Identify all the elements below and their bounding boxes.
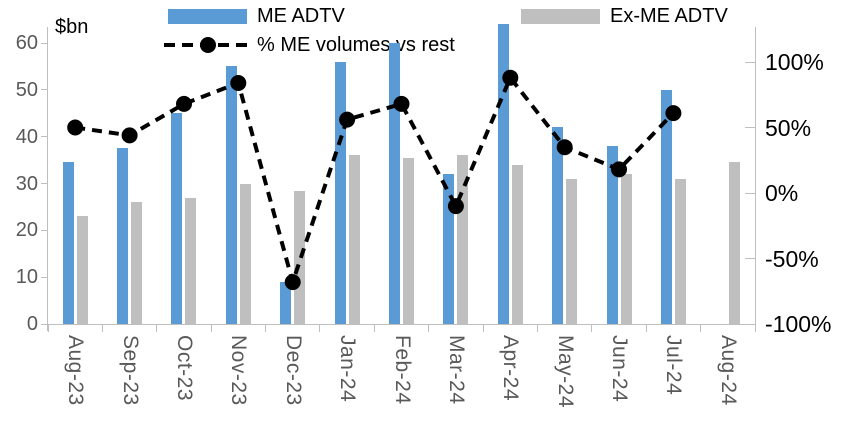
bar-me-adtv [606,146,618,324]
bar-exme-adtv [239,183,251,324]
right-axis-tick-label: -100% [765,311,832,337]
right-axis-tick [745,61,755,63]
x-axis-tick [591,324,593,332]
legend-swatch-exme-adtv [521,9,600,24]
left-axis-tick-label: 50 [15,78,38,101]
left-axis-tick-label: 20 [15,219,38,242]
left-axis-tick-label: 30 [15,172,38,195]
bar-me-adtv [389,43,400,324]
legend-label-exme-adtv: Ex-ME ADTV [610,5,728,27]
right-axis-tick-label: 50% [765,114,812,141]
x-axis-label: Mar-24 [444,335,468,405]
x-axis-label: Sep-23 [118,335,142,406]
pct-line-marker [176,95,192,112]
left-axis-tick [41,229,48,231]
x-axis-tick [536,324,538,332]
bar-me-adtv [660,89,672,324]
bar-me-adtv [117,148,129,324]
left-axis-line [47,27,48,331]
x-axis-label: Feb-24 [390,335,414,405]
legend-swatch-me-adtv [168,9,247,24]
bar-me-adtv [62,162,74,324]
x-axis-label: Jul-24 [662,335,686,396]
x-axis-line [47,324,756,325]
pct-line-path [74,73,675,289]
bar-exme-adtv [511,164,523,324]
x-axis-tick [482,324,484,332]
left-axis-tick-label: 10 [15,266,38,289]
x-axis-tick [700,324,702,332]
left-axis-tick [41,276,48,278]
x-axis-tick [265,324,267,332]
x-axis-label: Dec-23 [281,335,305,406]
x-axis-label: Jun-24 [608,335,632,403]
legend-label-me-adtv: ME ADTV [257,5,345,27]
left-axis-tick [41,42,48,44]
x-axis-tick [156,324,158,332]
legend-label-pct-line: % ME volumes vs rest [257,34,455,56]
x-axis-label: Nov-23 [227,335,251,406]
bar-me-adtv [552,127,564,324]
bar-exme-adtv [185,197,197,324]
x-axis-label: May-24 [553,335,577,409]
bar-exme-adtv [348,155,360,324]
bar-exme-adtv [294,190,306,324]
right-axis-tick-label: 0% [765,180,799,206]
right-axis-tick [745,192,755,194]
x-axis-tick [373,324,375,332]
x-axis-tick [428,324,430,332]
pct-line-marker [121,127,138,144]
bar-me-adtv [171,113,183,324]
bar-exme-adtv [674,178,686,324]
x-axis-tick [319,324,321,332]
bar-me-adtv [280,281,292,324]
left-axis-tick [41,323,48,325]
bar-exme-adtv [620,174,632,324]
left-axis-tick-label: 0 [26,313,38,335]
legend-dashed-line-icon [164,37,252,53]
bar-me-adtv [334,61,346,324]
x-axis-tick [645,324,647,332]
bar-me-adtv [225,66,237,324]
bar-exme-adtv [76,216,88,324]
right-axis-tick-label: -50% [765,245,819,272]
left-axis-tick-label: 60 [15,32,38,55]
x-axis-label: Jan-24 [336,335,360,403]
bar-me-adtv [443,174,455,324]
left-axis-tick-label: 40 [15,125,38,148]
x-axis-tick [210,324,212,332]
x-axis-tick [101,324,103,332]
x-axis-label: Apr-24 [499,335,523,402]
right-axis-tick-label: 100% [765,49,824,75]
bar-exme-adtv [729,162,741,324]
bar-exme-adtv [131,202,143,324]
left-axis-tick [41,136,48,138]
x-axis-tick [47,324,49,332]
bar-exme-adtv [457,155,469,324]
bar-exme-adtv [403,157,414,324]
right-axis-tick [745,258,755,259]
x-axis-label: Oct-23 [172,335,196,402]
bar-me-adtv [497,24,509,324]
right-axis-tick [745,323,755,325]
x-axis-label: Aug-24 [716,335,740,406]
left-axis-tick [41,89,48,91]
x-axis-tick [754,324,756,332]
left-axis-title: $bn [55,16,89,38]
right-axis-line [755,27,756,325]
pct-line-marker [67,119,84,136]
left-axis-tick [41,183,48,184]
right-axis-tick [745,127,755,128]
x-axis-label: Aug-23 [64,335,88,406]
bar-exme-adtv [566,178,578,324]
